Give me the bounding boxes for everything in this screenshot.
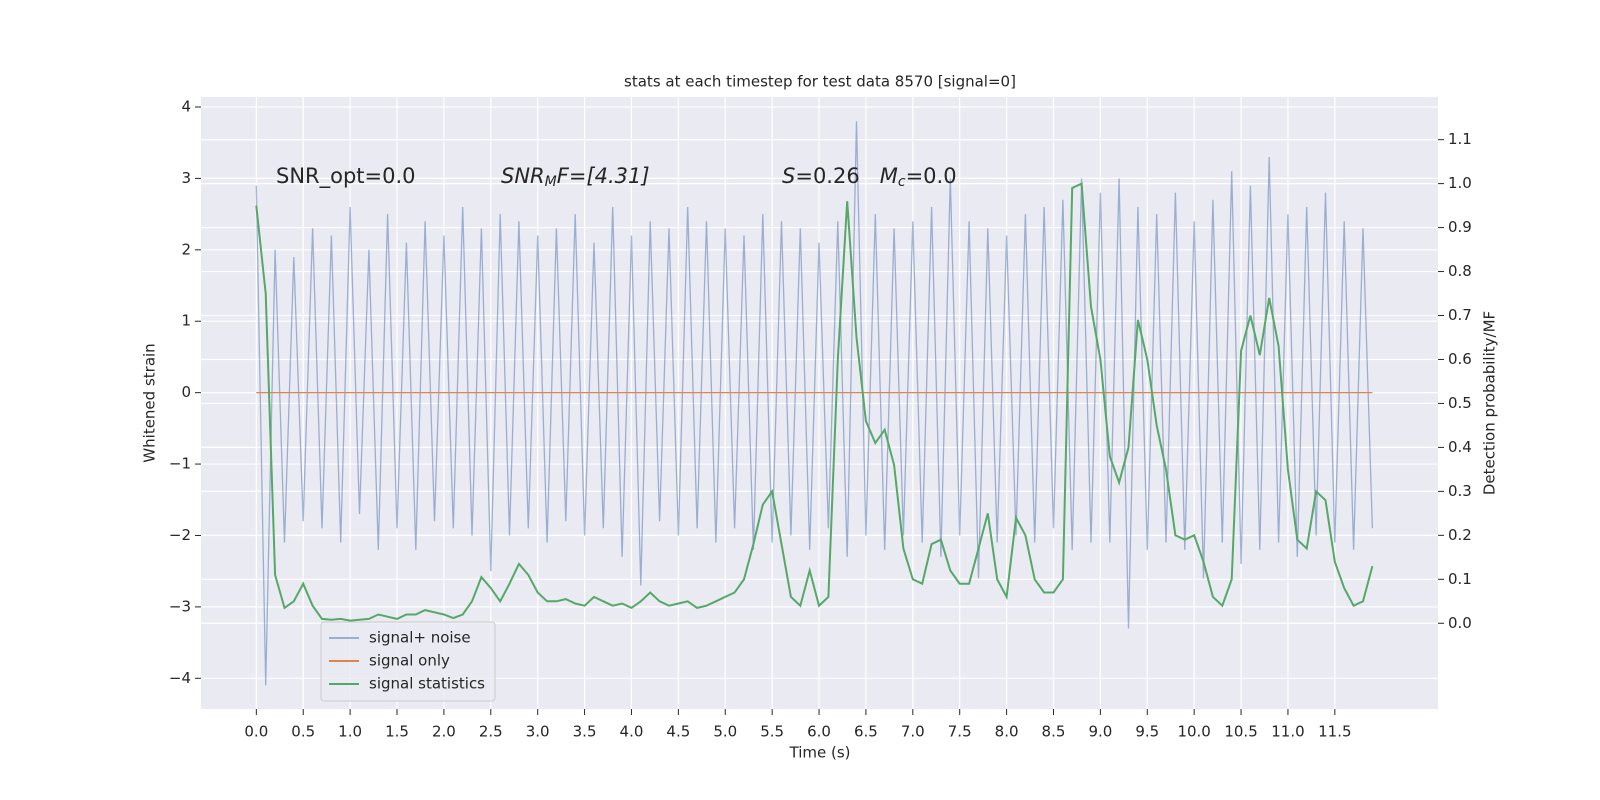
x-tick-label: 0.0 [244, 723, 268, 741]
annotation-text: M [880, 164, 898, 188]
x-tick-label: 1.5 [385, 723, 409, 741]
x-tick-label: 5.0 [713, 723, 737, 741]
annotation-text: =0.0 [906, 164, 957, 188]
annotation-text: c [898, 174, 906, 190]
y-tick-label: 3 [181, 169, 191, 187]
annotation-text: M [545, 174, 557, 190]
series-line [255, 121, 1374, 686]
chart-title: stats at each timestep for test data 857… [624, 73, 1016, 91]
y-tick-label: 1 [181, 312, 191, 330]
legend-label: signal statistics [369, 675, 485, 693]
series-line [255, 182, 1374, 622]
y2-tick-label: 0.4 [1448, 438, 1472, 456]
legend-box [320, 621, 496, 702]
x-tick-label: 4.5 [666, 723, 690, 741]
x-tick-label: 8.5 [1042, 723, 1066, 741]
x-tick-label: 11.0 [1271, 723, 1304, 741]
x-tick-label: 9.5 [1135, 723, 1159, 741]
annotation-text: SNR_opt=0.0 [276, 164, 416, 189]
y2-tick-label: 0.9 [1448, 218, 1472, 236]
x-tick-label: 3.5 [573, 723, 597, 741]
y-tick-label: −3 [169, 597, 191, 615]
legend-label: signal only [369, 652, 450, 670]
annotation-text: SNR [501, 164, 545, 188]
x-tick-label: 6.0 [807, 723, 831, 741]
x-tick-label: 7.0 [901, 723, 925, 741]
y-tick-label: −4 [169, 669, 191, 687]
y2-tick-label: 0.2 [1448, 526, 1472, 544]
x-tick-label: 8.0 [995, 723, 1019, 741]
x-tick-label: 1.0 [338, 723, 362, 741]
y-tick-label: −1 [169, 455, 191, 473]
y2-tick-label: 0.3 [1448, 482, 1472, 500]
y2-tick-label: 1.0 [1448, 174, 1472, 192]
y-tick-label: −2 [169, 526, 191, 544]
x-tick-label: 10.0 [1177, 723, 1210, 741]
x-tick-label: 4.0 [620, 723, 644, 741]
y-axis-label: Whitened strain [141, 343, 159, 462]
y2-tick-label: 0.5 [1448, 394, 1472, 412]
x-tick-label: 11.5 [1318, 723, 1351, 741]
annotation-text: S [782, 164, 795, 188]
x-tick-label: 0.5 [291, 723, 315, 741]
annotation-text: F=[4.31] [557, 164, 650, 188]
annotation: S=0.26 Mc=0.0 [782, 164, 957, 190]
x-tick-label: 7.5 [948, 723, 972, 741]
x-tick-label: 5.5 [760, 723, 784, 741]
annotation: SNR_opt=0.0 [276, 164, 416, 189]
y-tick-label: 2 [181, 240, 191, 258]
annotation-text: =0.26 [795, 164, 879, 188]
y2-tick-label: 0.8 [1448, 262, 1472, 280]
y2-tick-label: 1.1 [1448, 130, 1472, 148]
y-tick-label: 4 [181, 97, 191, 115]
x-tick-label: 6.5 [854, 723, 878, 741]
y2-tick-label: 0.7 [1448, 306, 1472, 324]
legend-label: signal+ noise [369, 629, 471, 647]
x-tick-label: 2.0 [432, 723, 456, 741]
annotation: SNRMF=[4.31] [501, 164, 650, 190]
x-tick-label: 3.0 [526, 723, 550, 741]
y2-tick-label: 0.0 [1448, 614, 1472, 632]
x-axis-label: Time (s) [789, 744, 851, 762]
y-tick-label: 0 [181, 383, 191, 401]
y2-axis-label: Detection probability/MF [1481, 311, 1499, 495]
x-tick-label: 9.0 [1088, 723, 1112, 741]
y2-tick-label: 0.6 [1448, 350, 1472, 368]
x-tick-label: 10.5 [1224, 723, 1257, 741]
x-tick-label: 2.5 [479, 723, 503, 741]
y2-tick-label: 0.1 [1448, 570, 1472, 588]
